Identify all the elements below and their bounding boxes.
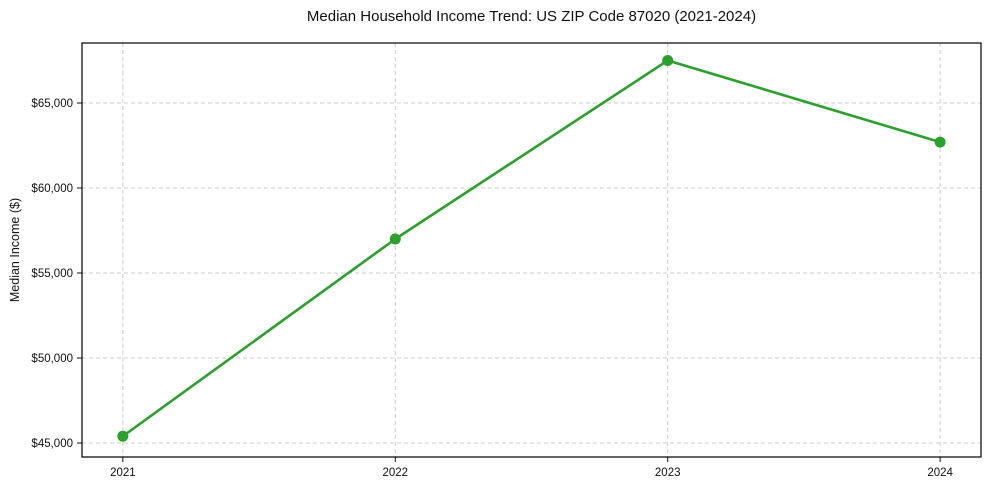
data-point [117,430,129,442]
data-point [662,54,674,66]
x-tick-label: 2023 [655,467,681,479]
series-line [121,59,942,438]
x-tick-label: 2022 [382,467,408,479]
y-tick-label: $55,000 [31,268,73,280]
x-tick-label: 2021 [110,467,136,479]
data-point [934,136,946,148]
x-tick-label: 2024 [927,467,953,479]
y-tick-label: $60,000 [31,183,73,195]
plot-frame [81,42,982,458]
data-point [389,233,401,245]
y-tick-label: $50,000 [31,353,73,365]
y-tick-label: $45,000 [31,438,73,450]
chart-title: Median Household Income Trend: US ZIP Co… [306,8,757,25]
y-tick-label: $65,000 [31,98,73,110]
